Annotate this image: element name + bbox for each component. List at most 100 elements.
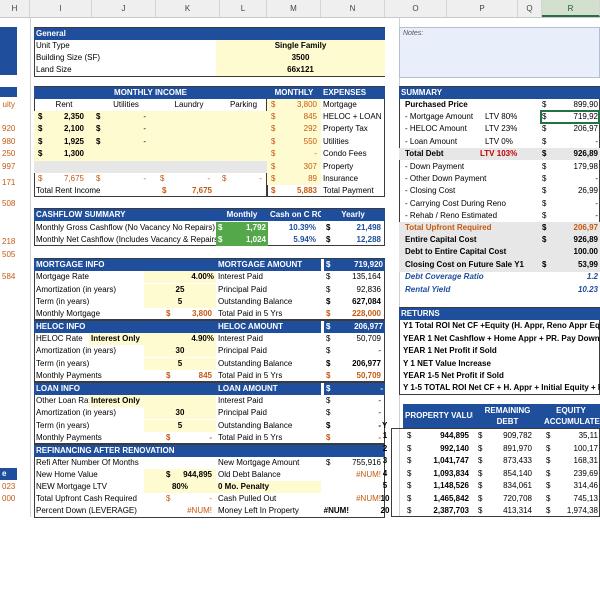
- currency-symbol: $: [326, 433, 331, 442]
- heloc-term-input[interactable]: 5: [144, 358, 216, 370]
- column-header-o[interactable]: O: [385, 0, 447, 17]
- column-header-q[interactable]: Q: [518, 0, 542, 17]
- heloc-amount-title: HELOC AMOUNT: [216, 321, 321, 333]
- expense-value[interactable]: 89: [308, 174, 317, 183]
- parking-total: -: [259, 174, 262, 183]
- loan-info-title: LOAN INFO: [34, 383, 216, 395]
- left-edge-cell[interactable]: 250: [2, 149, 16, 158]
- summary-value[interactable]: 719,92: [573, 112, 598, 121]
- summary-ltv: LTV 0%: [485, 137, 513, 146]
- expense-value[interactable]: 845: [303, 112, 317, 121]
- notes-box[interactable]: Notes:: [399, 27, 600, 78]
- income-header-rent: Rent: [55, 100, 73, 109]
- refi-penalty-input[interactable]: 0 Mo. Penalty: [216, 481, 321, 493]
- utilities-unit-2[interactable]: -: [143, 124, 146, 133]
- mortgage-rate-input[interactable]: 4.00%: [144, 271, 216, 283]
- projection-debt: 909,782: [503, 431, 532, 440]
- left-edge-cell[interactable]: 997: [2, 162, 16, 171]
- left-edge-cell[interactable]: e: [0, 468, 17, 480]
- loan-amort-input[interactable]: 30: [144, 407, 216, 419]
- utilities-unit-3[interactable]: -: [143, 137, 146, 146]
- currency-symbol: $: [542, 162, 547, 171]
- left-edge-cell[interactable]: 508: [2, 199, 16, 208]
- refi-percent-down-value: #NUM!: [187, 506, 212, 515]
- refi-home-value-input[interactable]: 944,895: [183, 470, 212, 479]
- currency-symbol: $: [326, 346, 331, 355]
- summary-value: -: [595, 199, 598, 208]
- column-header-l[interactable]: L: [220, 0, 267, 17]
- heloc-rate-input[interactable]: 4.90%: [147, 333, 216, 345]
- summary-label: - Loan Amount: [405, 137, 458, 146]
- left-edge-cell[interactable]: 920: [2, 124, 16, 133]
- expense-value[interactable]: 292: [303, 124, 317, 133]
- mortgage-term-input[interactable]: 5: [144, 296, 216, 308]
- currency-symbol: $: [478, 431, 483, 440]
- mortgage-principal-value: 92,836: [356, 285, 381, 294]
- column-header-i[interactable]: I: [30, 0, 92, 17]
- mortgage-interest-value: 135,164: [352, 272, 381, 281]
- building-size-value[interactable]: 3500: [216, 52, 385, 64]
- expense-value[interactable]: 3,800: [296, 100, 317, 109]
- summary-ltv: LTV 23%: [485, 124, 518, 133]
- column-header-h[interactable]: H: [0, 0, 30, 17]
- left-edge-cell[interactable]: 980: [2, 137, 16, 146]
- rent-unit-2[interactable]: 2,100: [63, 124, 84, 133]
- column-header-k[interactable]: K: [156, 0, 220, 17]
- summary-label: - Mortgage Amount: [405, 112, 474, 121]
- column-header-j[interactable]: J: [92, 0, 156, 17]
- currency-symbol: $: [96, 124, 101, 133]
- currency-symbol: $: [222, 174, 227, 183]
- cashflow-title: CASHFLOW SUMMARY: [34, 209, 216, 221]
- heloc-interest-only-toggle[interactable]: Interest Only: [89, 333, 147, 345]
- mortgage-amort-input[interactable]: 25: [144, 284, 216, 296]
- left-edge-cell[interactable]: 505: [2, 250, 16, 259]
- refi-title: REFINANCING AFTER RENOVATION: [34, 445, 385, 457]
- rent-unit-3[interactable]: 1,925: [63, 137, 84, 146]
- refi-home-value-field[interactable]: [144, 469, 216, 481]
- left-edge-cell[interactable]: 000: [2, 494, 16, 503]
- column-header-n[interactable]: N: [321, 0, 385, 17]
- currency-symbol: $: [38, 124, 43, 133]
- currency-symbol: $: [542, 186, 547, 195]
- left-edge-cell[interactable]: 171: [2, 178, 16, 187]
- rent-unit-1[interactable]: 2,350: [63, 112, 84, 121]
- loan-rate-input[interactable]: [147, 395, 216, 407]
- loan-interest-only-toggle[interactable]: Interest Only: [89, 395, 147, 407]
- expense-value[interactable]: 550: [303, 137, 317, 146]
- summary-value: 1.2: [586, 272, 598, 281]
- left-edge-cell[interactable]: 218: [2, 237, 16, 246]
- mortgage-balance-value: 627,084: [352, 297, 381, 306]
- mortgage-rate-label: Mortgage Rate: [36, 272, 89, 281]
- utilities-unit-1[interactable]: -: [143, 112, 146, 121]
- heloc-term-label: Term (in years): [36, 359, 90, 368]
- income-header-utilities: Utilities: [113, 100, 139, 109]
- expense-value[interactable]: -: [314, 149, 317, 158]
- refi-home-value-label: New Home Value: [36, 470, 98, 479]
- currency-symbol: $: [478, 469, 483, 478]
- land-size-value[interactable]: 66x121: [216, 64, 385, 76]
- currency-symbol: $: [542, 199, 547, 208]
- summary-value: 100.00: [573, 247, 598, 256]
- expense-value[interactable]: 307: [303, 162, 317, 171]
- summary-label: Total Upfront Required: [405, 223, 492, 232]
- heloc-amort-input[interactable]: 30: [144, 345, 216, 357]
- currency-symbol: $: [324, 259, 334, 271]
- projection-year: 1: [382, 431, 388, 440]
- income-spacer-row: [34, 161, 267, 173]
- loan-interest-label: Interest Paid: [218, 396, 263, 405]
- refi-ltv-input[interactable]: 80%: [144, 481, 216, 493]
- currency-symbol: $: [326, 334, 331, 343]
- summary-label: Debt Coverage Ratio: [405, 272, 484, 281]
- left-edge-cell[interactable]: 023: [2, 482, 16, 491]
- left-edge-cell[interactable]: uity: [2, 100, 15, 109]
- left-edge-cell[interactable]: 584: [2, 272, 16, 281]
- column-header-m[interactable]: M: [267, 0, 321, 17]
- currency-symbol: $: [271, 186, 276, 195]
- rent-unit-4[interactable]: 1,300: [63, 149, 84, 158]
- unit-type-label: Unit Type: [36, 41, 70, 50]
- column-header-r[interactable]: R: [542, 0, 600, 17]
- column-header-p[interactable]: P: [447, 0, 518, 17]
- loan-term-input[interactable]: 5: [144, 420, 216, 432]
- unit-type-value[interactable]: Single Family: [216, 40, 385, 52]
- left-edge-panel: [0, 27, 17, 75]
